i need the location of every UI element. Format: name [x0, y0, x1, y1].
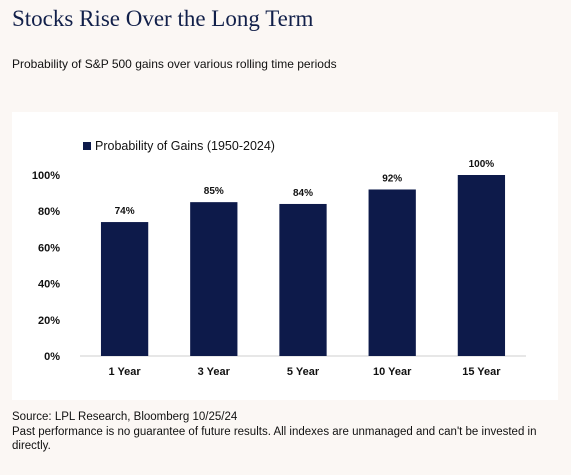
bars: 74% 85% 84% 92% 100%	[100, 159, 506, 356]
y-tick-label: 20%	[38, 315, 60, 327]
source-note: Source: LPL Research, Bloomberg 10/25/24	[12, 411, 238, 423]
x-tick-label: 10 Year	[373, 366, 412, 378]
x-tick-label: 5 Year	[287, 366, 320, 378]
x-tick-label: 15 Year	[462, 366, 501, 378]
legend-label: Probability of Gains (1950-2024)	[95, 139, 275, 153]
x-tick-label: 1 Year	[108, 366, 141, 378]
bar	[457, 175, 506, 356]
bar-value-label: 85%	[204, 186, 224, 197]
bar	[100, 222, 149, 356]
chart-legend: Probability of Gains (1950-2024)	[83, 139, 275, 153]
bar-value-label: 92%	[382, 173, 402, 184]
y-axis: 0% 20% 40% 60% 80% 100%	[32, 170, 526, 363]
legend-swatch	[83, 142, 91, 150]
y-tick-label: 0%	[44, 351, 60, 363]
bar-value-label: 84%	[293, 188, 313, 199]
bar	[279, 203, 327, 356]
disclaimer-note: Past performance is no guarantee of futu…	[12, 425, 537, 453]
page-title: Stocks Rise Over the Long Term	[12, 6, 314, 31]
page-subtitle: Probability of S&P 500 gains over variou…	[12, 57, 337, 71]
y-tick-label: 60%	[38, 242, 60, 254]
y-tick-label: 80%	[38, 206, 60, 218]
bar-value-label: 100%	[469, 159, 495, 170]
chart-panel: Probability of Gains (1950-2024) 0% 20% 40…	[12, 112, 558, 400]
bar-chart: Probability of Gains (1950-2024) 0% 20% 40…	[32, 139, 526, 378]
y-tick-label: 100%	[32, 170, 60, 182]
bar-value-label: 74%	[115, 206, 135, 217]
x-tick-label: 3 Year	[198, 366, 231, 378]
x-axis: 1 Year 3 Year 5 Year 10 Year 15 Year	[108, 366, 501, 378]
bar	[190, 202, 238, 356]
y-tick-label: 40%	[38, 279, 60, 291]
chart-footer: Source: LPL Research, Bloomberg 10/25/24…	[12, 410, 564, 454]
bar	[368, 189, 416, 356]
